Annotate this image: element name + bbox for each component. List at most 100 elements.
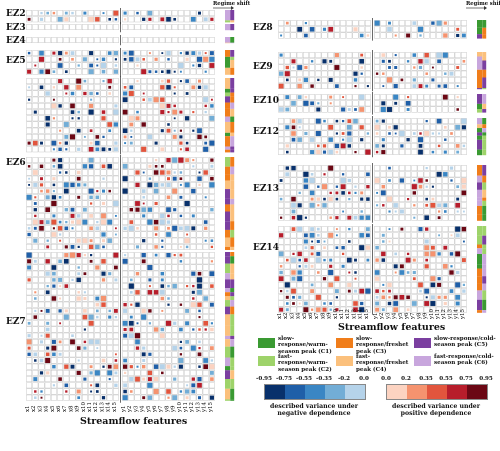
left-ez-panel-6-mark xyxy=(190,302,196,308)
left-ez-panel-4-cell xyxy=(140,133,147,140)
left-ez-panel-6-regime-seg xyxy=(230,263,235,274)
left-ez-panel-5-cell xyxy=(146,169,153,176)
left-ez-panel-4-cell xyxy=(75,102,82,109)
right-ez-panel-4-cell xyxy=(315,214,322,221)
left-ez-panel-6-cell xyxy=(51,252,57,258)
left-ez-panel-5-cell xyxy=(184,188,190,194)
left-ez-panel-4-regime-seg xyxy=(230,92,235,97)
left-ez-panel-3-cell xyxy=(106,62,113,69)
right-ez-panel-5-cell xyxy=(327,275,334,282)
left-ez-panel-6-cell xyxy=(26,283,32,289)
left-ez-panel-4-cell xyxy=(112,115,119,122)
left-ez-panel-4-mark xyxy=(147,134,153,140)
right-ez-panel-5-mark xyxy=(374,270,380,275)
left-ez-panel-5-mark xyxy=(57,164,63,169)
left-ez-panel-4-mark xyxy=(204,141,208,145)
left-ez-panel-5-cell xyxy=(63,163,70,170)
right-ez-panel-5-cell xyxy=(423,232,430,239)
right-ez-panel-5-cell xyxy=(321,226,328,232)
right-ez-panel-5-cell xyxy=(334,257,340,263)
left-ez-panel-6-mark xyxy=(76,389,81,394)
left-ez-panel-6-mark xyxy=(134,333,141,339)
left-ez-panel-3-mark xyxy=(128,50,134,56)
right-ez-panel-4-mark xyxy=(329,216,332,219)
left-ez-panel-6-mark xyxy=(122,395,128,401)
x-axis-title-right: Streamflow features xyxy=(338,322,446,333)
left-ez-panel-3-cell xyxy=(44,62,51,69)
right-ez-panel-0-cell xyxy=(405,20,411,26)
left-ez-panel-4-mark xyxy=(102,80,105,83)
left-ez-panel-5-mark xyxy=(147,207,153,212)
right-ez-panel-4-mark xyxy=(413,179,416,182)
right-ez-panel-2-cell xyxy=(386,100,393,107)
left-ez-panel-6-cell xyxy=(140,332,147,339)
right-ez-panel-5-cell xyxy=(365,300,371,307)
left-ez-panel-0-mark xyxy=(88,16,94,22)
left-ez-panel-5-cell xyxy=(208,200,215,207)
left-ez-panel-6-cell xyxy=(184,351,190,358)
left-ez-panel-6-mark xyxy=(114,383,118,387)
left-ez-panel-5-mark xyxy=(147,219,153,225)
left-ez-panel-6-cell xyxy=(63,301,70,308)
right-ez-panel-4-cell xyxy=(284,214,291,221)
right-ez-panel-5-cell xyxy=(436,306,442,313)
left-ez-panel-4-cell xyxy=(208,78,215,85)
right-ez-panel-5-cell xyxy=(365,263,371,270)
right-ez-panel-3-mark xyxy=(461,118,467,124)
left-ez-panel-6-mark xyxy=(166,364,171,369)
left-ez-panel-6-cell xyxy=(51,376,57,382)
right-ez-panel-1-mark xyxy=(382,72,385,75)
right-ez-panel-1-cell xyxy=(461,83,467,90)
right-ez-panel-5-cell xyxy=(315,263,322,270)
right-ez-panel-4-cell xyxy=(386,171,393,178)
left-ez-panel-1-cell xyxy=(32,24,39,30)
left-ez-panel-4-mark xyxy=(197,85,202,89)
left-ez-panel-6-mark xyxy=(185,340,189,344)
left-ez-panel-6-mark xyxy=(33,377,38,382)
left-ez-panel-5-cell xyxy=(32,157,39,163)
left-ez-panel-6-mark xyxy=(128,333,134,339)
left-ez-panel-0-mark xyxy=(108,18,111,21)
right-ez-panel-1-regime-seg xyxy=(477,60,482,70)
right-ez-panel-4-mark xyxy=(366,172,370,177)
left-ez-panel-4-cell xyxy=(88,133,95,140)
left-ez-panel-5-mark xyxy=(185,245,189,249)
left-ez-panel-5-mark xyxy=(172,188,178,194)
left-ez-panel-6-cell xyxy=(51,394,57,401)
left-ez-panel-6-cell xyxy=(57,264,64,271)
right-ez-panel-3-cell xyxy=(290,149,297,155)
right-ez-panel-5-cell xyxy=(417,275,424,282)
right-ez-panel-5-mark xyxy=(418,227,423,232)
left-ez-panel-6-cell xyxy=(100,382,107,389)
left-ez-panel-5-cell xyxy=(106,157,113,163)
right-ez-panel-1-mark xyxy=(412,78,416,82)
left-ez-panel-3-mark xyxy=(203,56,209,62)
left-ez-panel-4-cell xyxy=(134,133,141,140)
left-ez-panel-0-mark xyxy=(123,18,127,21)
right-ez-panel-3-mark xyxy=(375,144,379,148)
pos-tick-5: 0.95 xyxy=(479,376,493,382)
left-ez-panel-3-mark xyxy=(88,69,94,75)
right-ez-panel-5-cell xyxy=(442,238,449,245)
left-ez-panel-6-mark xyxy=(154,253,158,257)
right-ez-panel-1-mark xyxy=(278,83,284,89)
left-ez-panel-4-cell xyxy=(100,84,107,91)
left-ez-panel-4-cell xyxy=(112,90,119,97)
left-ez-panel-5-cell xyxy=(202,157,209,163)
right-ez-panel-4-cell xyxy=(448,183,455,190)
right-ez-panel-4-mark xyxy=(425,179,428,182)
left-ez-panel-6-mark xyxy=(76,346,81,350)
right-ez-panel-5-cell xyxy=(454,238,461,245)
right-ez-panel-5-mark xyxy=(419,289,422,293)
regime-shift-label-left: Regime shift xyxy=(213,1,251,7)
left-ez-panel-5-mark xyxy=(39,220,44,225)
right-ez-panel-5-cell xyxy=(321,294,328,301)
right-ez-panel-1-mark xyxy=(388,59,391,63)
right-ez-panel-4-cell xyxy=(321,214,328,221)
left-ez-panel-4-mark xyxy=(130,135,133,138)
right-ez-panel-4-regime-seg xyxy=(477,197,482,201)
left-ez-panel-4-cell xyxy=(122,146,129,153)
left-ez-panel-6-mark xyxy=(33,315,38,319)
right-ez-panel-1-mark xyxy=(449,71,454,76)
left-ez-panel-5-cell xyxy=(26,188,32,194)
